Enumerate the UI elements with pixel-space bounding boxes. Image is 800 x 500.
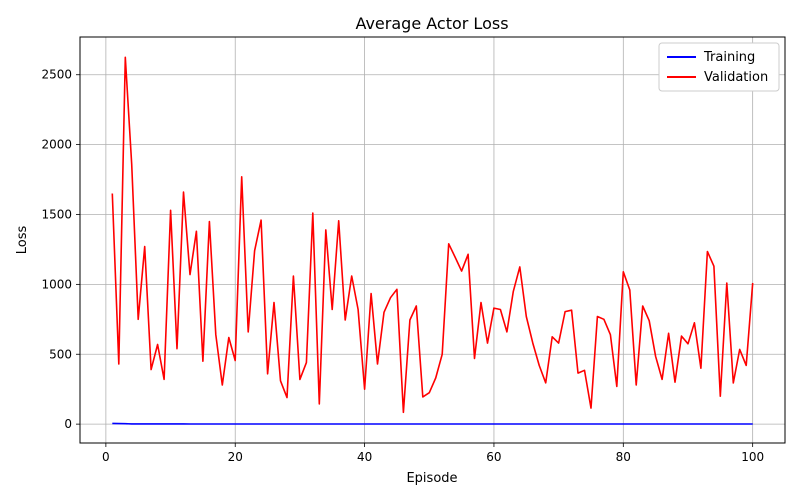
- series-lines: [111, 56, 754, 425]
- x-tick-label: 60: [486, 450, 501, 464]
- x-tick-label: 40: [357, 450, 372, 464]
- plot-frame: [79, 36, 786, 444]
- y-tick-label: 2000: [41, 138, 72, 152]
- legend-box: [658, 42, 780, 92]
- x-tick-label: 0: [102, 450, 110, 464]
- y-tick-label: 2500: [41, 68, 72, 82]
- legend-label-validation: Validation: [704, 70, 768, 85]
- x-axis-ticks: 0 20 40 60 80 100: [102, 443, 764, 464]
- y-tick-label: 500: [49, 347, 72, 361]
- legend: Training Validation: [658, 42, 780, 92]
- validation-series-line: [111, 56, 754, 414]
- x-tick-label: 20: [228, 450, 243, 464]
- training-series-line: [112, 422, 753, 425]
- chart-title: Average Actor Loss: [355, 14, 508, 33]
- legend-label-training: Training: [703, 50, 755, 65]
- y-tick-label: 0: [64, 417, 72, 431]
- x-tick-label: 80: [616, 450, 631, 464]
- x-tick-label: 100: [741, 450, 764, 464]
- y-axis-ticks: 0 500 1000 1500 2000 2500: [41, 68, 80, 431]
- x-axis-label: Episode: [406, 471, 457, 486]
- y-tick-label: 1500: [41, 207, 72, 221]
- y-axis-label: Loss: [15, 226, 30, 255]
- y-tick-label: 1000: [41, 277, 72, 291]
- grid-lines: [80, 37, 785, 443]
